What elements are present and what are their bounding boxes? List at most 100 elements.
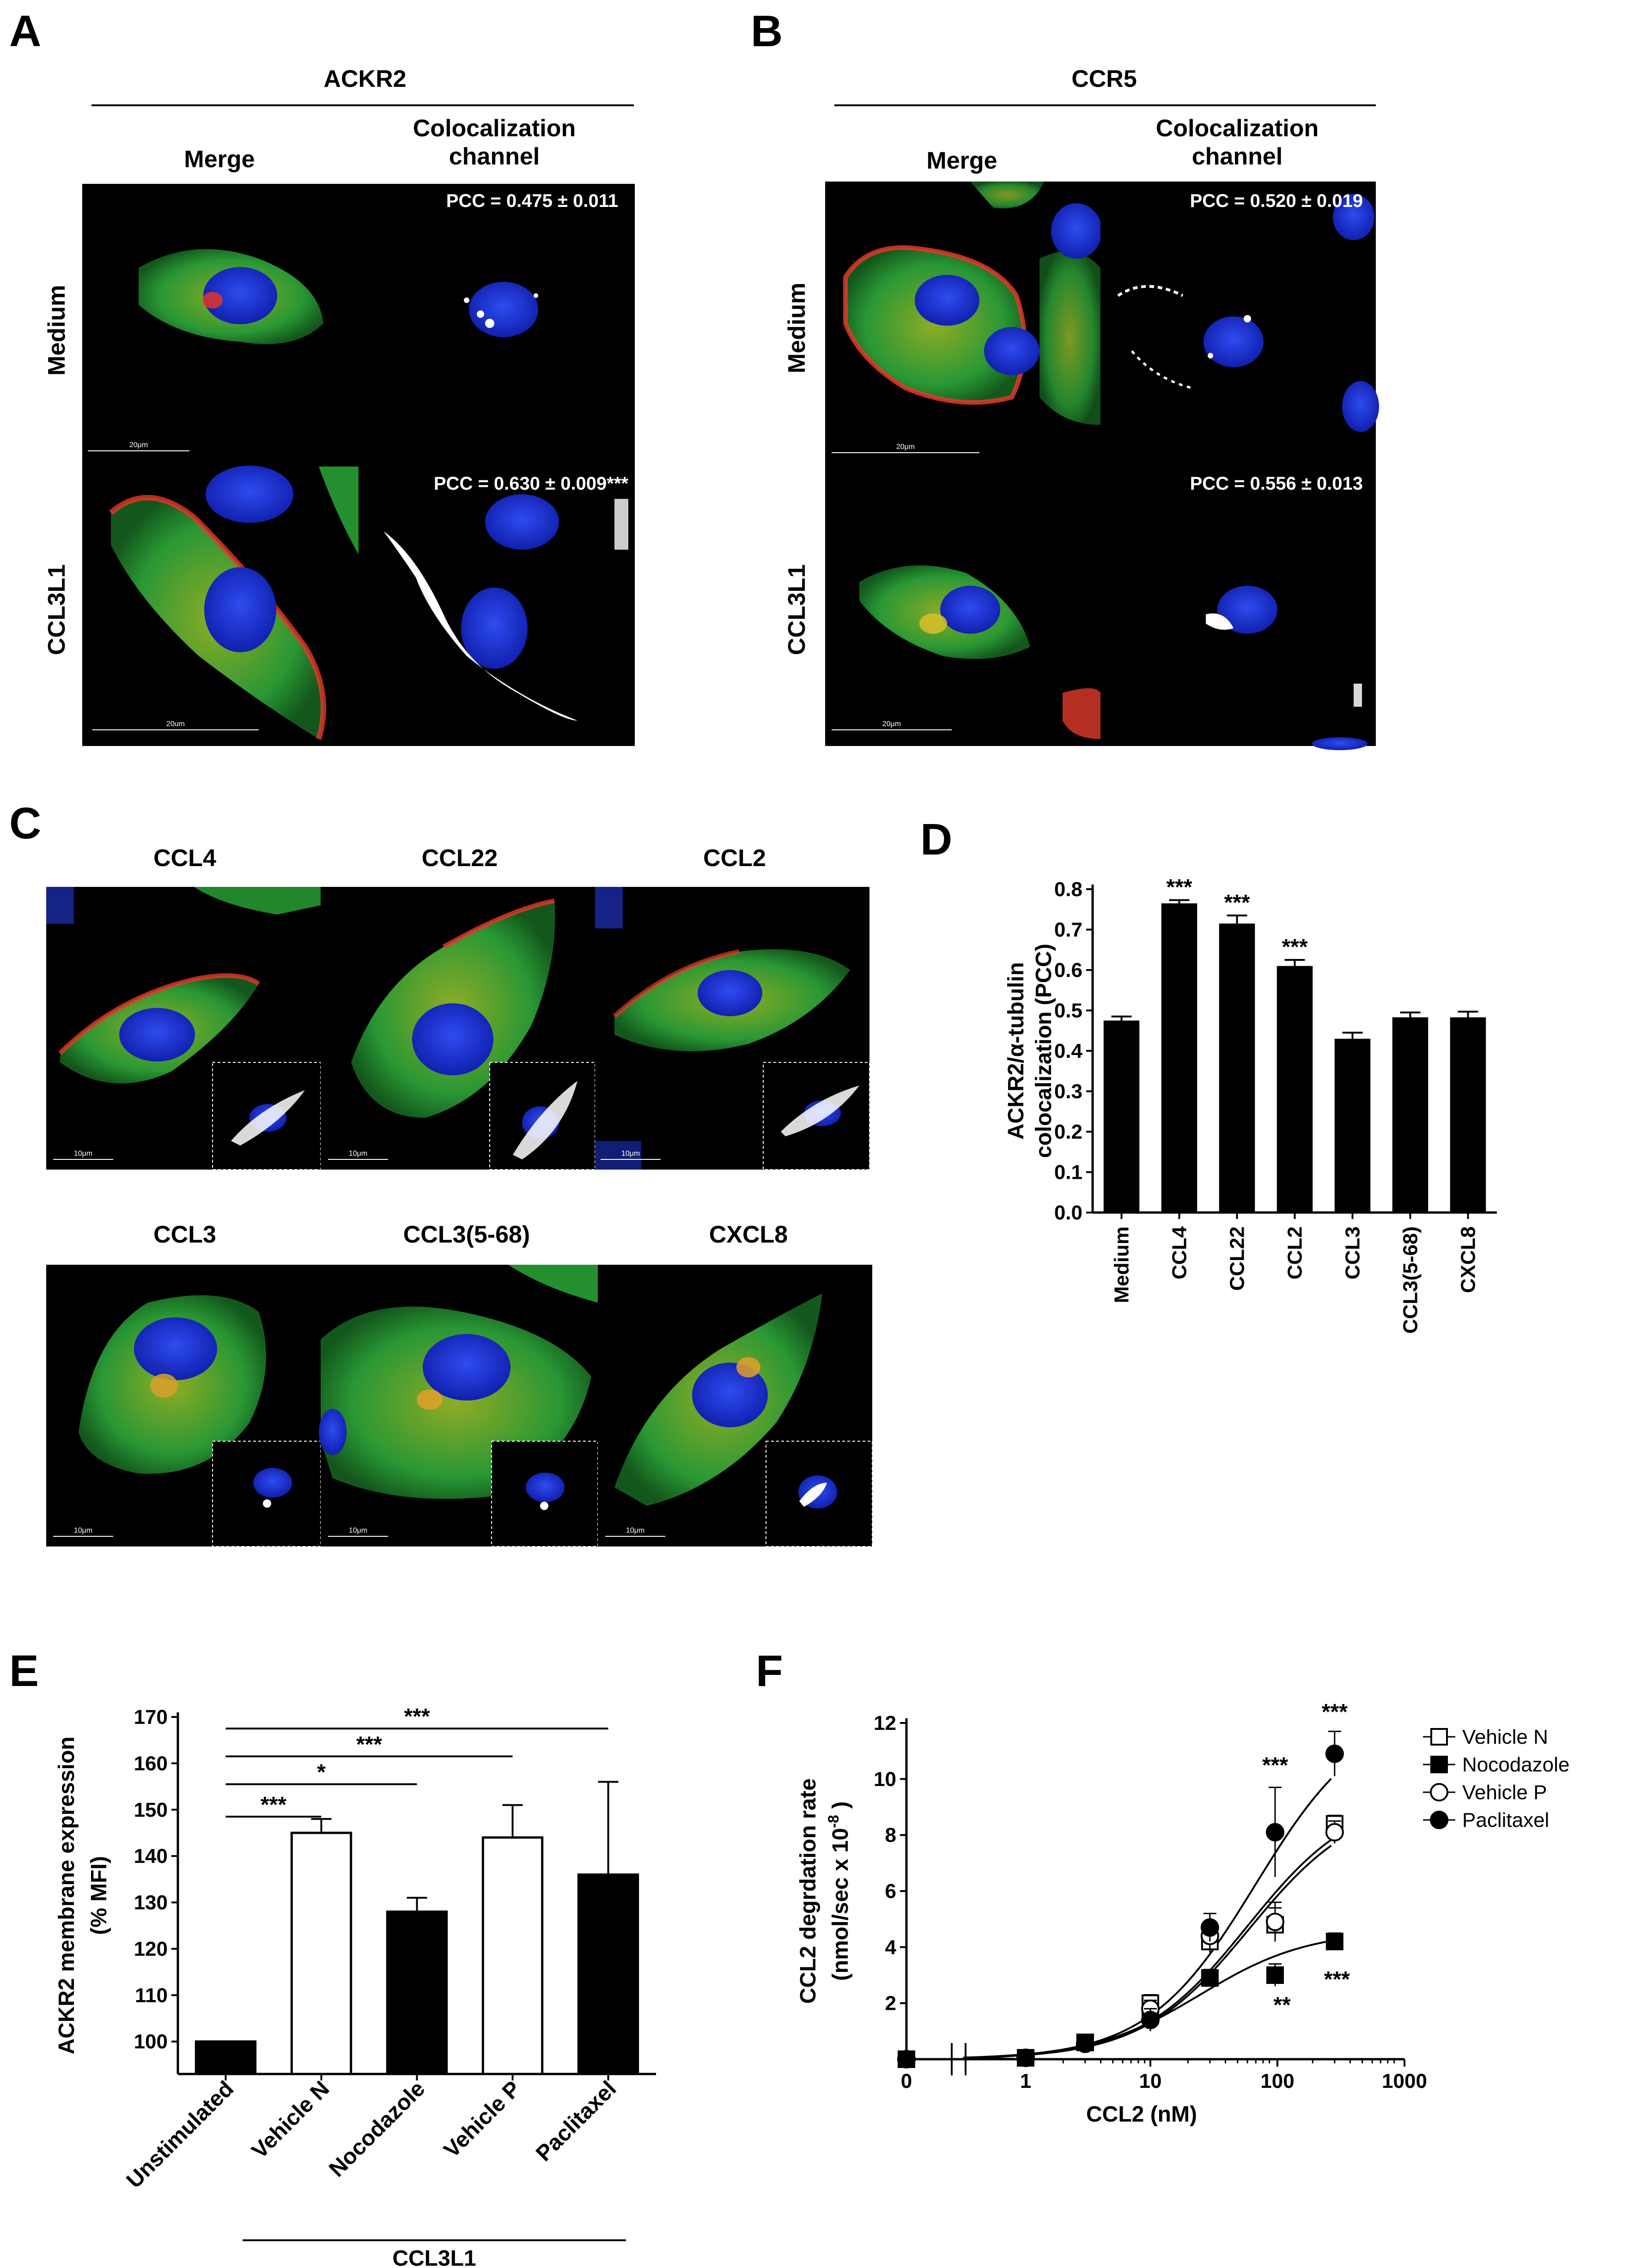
panel-f-axes: 2 4 6 8 10 12 0 1 10 100 1000 CCL2 (nM) [874, 1712, 1427, 2127]
panel-b-header-channel: channel [1192, 143, 1283, 170]
panel-f-data-point [1200, 1918, 1219, 1937]
panel-f-data-point [1430, 1756, 1448, 1773]
scale-c-ccl3: 10μm [74, 1527, 92, 1534]
panel-d-bar [1103, 1020, 1140, 1213]
panel-e-ylabel-line2: (% MFI) [87, 1856, 111, 1935]
panel-f-xtick-label: 100 [1260, 2070, 1294, 2092]
panel-f-legend-label: Vehicle P [1462, 1781, 1547, 1804]
panel-d-ytick-label: 0.4 [1054, 1040, 1083, 1062]
panel-f-legend-label: Paclitaxel [1462, 1809, 1549, 1831]
panel-d-ytick-label: 0.2 [1054, 1121, 1082, 1143]
panel-letter-f: F [756, 1646, 783, 1696]
panel-f-data-point [1201, 1969, 1219, 1987]
scale-c-ccl4: 10μm [74, 1150, 92, 1158]
scale-c-ccl22: 10μm [349, 1150, 367, 1158]
panel-f-data-point [897, 2050, 916, 2068]
panel-e-group-label: CCL3L1 [392, 2246, 476, 2268]
panel-d-xtick-label: CCL4 [1168, 1226, 1191, 1279]
panel-e-ytick-label: 140 [134, 1845, 168, 1868]
panel-a-title: ACKR2 [323, 66, 406, 92]
panel-e-bar [195, 2040, 257, 2075]
panel-d-bar [1392, 1017, 1428, 1213]
panel-e-comparison-label: *** [261, 1793, 286, 1817]
panel-f-data-point [1266, 1966, 1284, 1984]
panel-f-xtick-label: 1 [1020, 2070, 1031, 2092]
panel-e-bar [577, 1873, 639, 2075]
panel-a-row-ccl3l1: CCL3L1 [43, 564, 70, 655]
panel-a-header-channel: channel [449, 143, 540, 170]
panel-d-ytick-label: 0.0 [1054, 1201, 1082, 1224]
micrograph-c-ccl3-5-68: 10μm [319, 1265, 598, 1547]
panel-f-data-point [1430, 1783, 1448, 1801]
panel-a-row-medium: Medium [43, 285, 70, 376]
panel-d-bar [1334, 1038, 1371, 1213]
micrograph-c-ccl3: 10μm [46, 1265, 321, 1547]
micrograph-b-ccl3l1-merge: 20μm [825, 464, 1100, 746]
panel-d-bar [1450, 1017, 1486, 1213]
panel-f-data-point [1016, 2048, 1035, 2067]
panel-f-ytick-label: 12 [874, 1712, 896, 1734]
panel-e-ytick-label: 110 [135, 1984, 168, 2007]
scale-c-cxcl8: 10μm [626, 1527, 644, 1534]
panel-c-label-ccl4: CCL4 [153, 845, 216, 872]
panel-c-label-ccl22: CCL22 [422, 845, 498, 872]
panel-e-comparison-label: *** [404, 1704, 430, 1729]
panel-d-bar [1161, 903, 1197, 1213]
panel-f-data-point [1266, 1912, 1284, 1931]
panel-f-legend: Vehicle N Nocodazole Vehicle P Paclitaxel [1423, 1726, 1569, 1831]
panel-d-xtick-label: Medium [1111, 1226, 1133, 1303]
panel-f-fit-curve [906, 1778, 1332, 2060]
panel-f-ytick-label: 2 [885, 1992, 896, 2015]
panel-d-xtick-label: CCL3(5-68) [1399, 1226, 1422, 1334]
pcc-a-medium: PCC = 0.475 ± 0.011 [446, 191, 618, 211]
panel-f-curves [906, 1778, 1332, 2060]
panel-f-data-point [1266, 1823, 1284, 1842]
panel-f-ytick-label: 10 [874, 1768, 896, 1790]
panel-d-ylabel: ACKR2/α-tubulin colocalization (PCC) [1004, 944, 1056, 1158]
panel-f-xlabel: CCL2 (nM) [1086, 2102, 1197, 2127]
panel-d-significance: *** [1282, 935, 1307, 959]
pcc-a-ccl3l1: PCC = 0.630 ± 0.009*** [434, 473, 629, 494]
panel-c-label-ccl3-5-68: CCL3(5-68) [403, 1221, 530, 1248]
scale-c-ccl3-5-68: 10μm [349, 1527, 367, 1534]
panel-f-sig-paclitaxel-300: *** [1322, 1700, 1348, 1724]
panel-d-xtick-label: CCL2 [1284, 1226, 1307, 1280]
panel-f-data-point [1076, 2034, 1094, 2053]
panel-d-bar [1276, 966, 1313, 1213]
panel-letter-d: D [920, 815, 952, 864]
panel-d-axes: 0.0 0.1 0.2 0.3 0.4 0.5 0.6 0.7 0.8 Medium CCL4 CCL… [1054, 878, 1497, 1334]
panel-f: F CCL2 degrdation rate (nmol/sec x 10-8 )… [756, 1646, 1569, 2127]
micrograph-a-ccl3l1-coloc: PCC = 0.630 ± 0.009*** [359, 463, 635, 746]
panel-d-bars: *** *** *** [1103, 875, 1486, 1213]
panel-d: D ACKR2/α-tubulin colocalization (PCC) 0.… [920, 815, 1497, 1334]
panel-e-comparison-label: * [317, 1760, 326, 1785]
scale-b-medium: 20μm [896, 443, 915, 451]
pcc-b-medium: PCC = 0.520 ± 0.019 [1190, 191, 1363, 211]
panel-e-xtick-label: Nocodazole [324, 2076, 430, 2182]
panel-f-data-point [1141, 2011, 1160, 2030]
panel-letter-a: A [9, 6, 41, 56]
panel-d-xtick-label: CCL22 [1226, 1226, 1249, 1291]
panel-f-xtick-label: 10 [1139, 2070, 1162, 2092]
panel-e-xtick-label: Vehicle N [247, 2076, 334, 2163]
panel-c-label-ccl3: CCL3 [153, 1221, 216, 1248]
panel-f-xtick-label: 0 [901, 2070, 912, 2092]
panel-e-comparison-label: *** [356, 1732, 382, 1757]
panel-e-ytick-label: 130 [134, 1892, 168, 1914]
scale-c-ccl2: 10μm [621, 1150, 640, 1158]
panel-f-legend-label: Nocodazole [1462, 1753, 1569, 1776]
panel-f-legend-label: Vehicle N [1462, 1726, 1548, 1748]
panel-e-xtick-label: Vehicle P [439, 2076, 526, 2163]
panel-d-bar [1219, 923, 1255, 1213]
panel-d-significance: *** [1224, 891, 1250, 915]
panel-e-ytick-label: 160 [134, 1752, 168, 1775]
panel-f-sig-nocodazole-100: ** [1273, 1993, 1291, 2018]
panel-e-ylabel-line1: ACKR2 membrane expression [55, 1736, 79, 2054]
panel-a-header-coloc: Colocalization [413, 115, 576, 142]
micrograph-a-medium-coloc: PCC = 0.475 ± 0.011 [359, 184, 635, 463]
panel-d-ytick-label: 0.3 [1054, 1080, 1082, 1103]
panel-c-label-cxcl8: CXCL8 [709, 1221, 788, 1248]
panel-f-ylabel-line2: (nmol/sec x 10-8 ) [825, 1801, 853, 1981]
panel-f-ytick-label: 4 [885, 1936, 897, 1959]
panel-e: E ACKR2 membrane expression (% MFI) 100 11… [9, 1646, 656, 2268]
